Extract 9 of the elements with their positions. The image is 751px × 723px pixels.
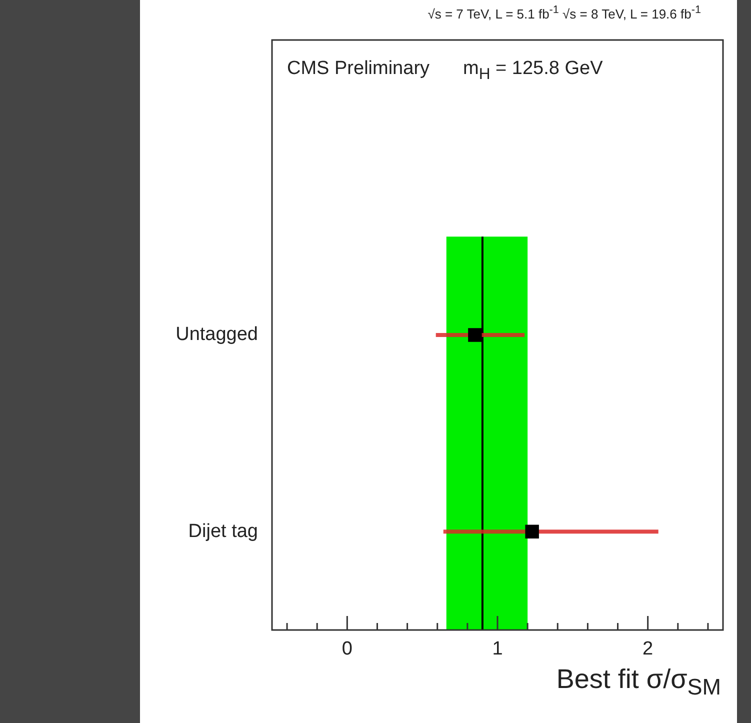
y-tick-label: Untagged <box>176 324 258 346</box>
y-tick-label: Dijet tag <box>188 520 258 542</box>
x-tick-label: 1 <box>492 638 503 660</box>
x-tick-label: 2 <box>642 638 654 660</box>
chart-title: √s = 7 TeV, L = 5.1 fb$^{-1}$ √s = 8 TeV, L = 19.6 fb$^{-1}$ <box>428 4 701 22</box>
x-tick-label: 0 <box>342 638 352 660</box>
x-axis-title: Best fit σ/σ$_{SM}$ <box>556 664 721 700</box>
text: m$_{H}$ = 125.8 GeV <box>463 58 603 84</box>
text: CMS Preliminary <box>287 58 430 80</box>
